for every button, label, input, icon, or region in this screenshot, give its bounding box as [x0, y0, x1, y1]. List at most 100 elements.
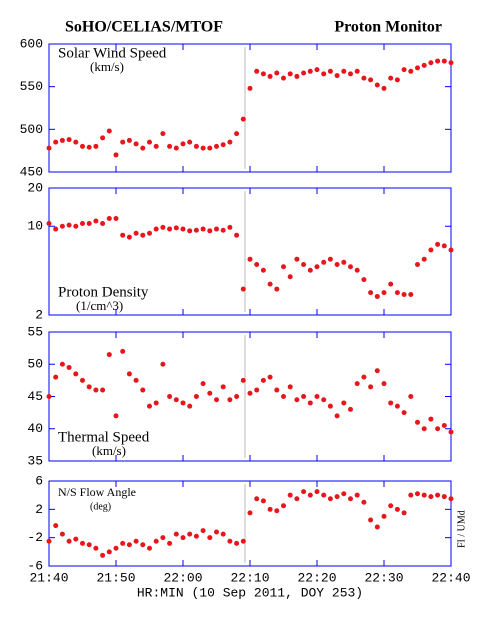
data-point — [421, 492, 427, 498]
x-tick-label: 22:00 — [163, 570, 202, 585]
data-point — [415, 491, 420, 497]
data-point — [314, 394, 320, 399]
data-point — [348, 264, 353, 270]
data-point — [207, 145, 213, 151]
data-point — [220, 384, 226, 390]
data-point — [281, 394, 286, 399]
data-point — [106, 549, 112, 555]
data-point — [66, 222, 72, 228]
data-point — [147, 403, 152, 409]
y-tick-label: 6 — [35, 473, 43, 488]
data-point — [234, 232, 240, 238]
data-point — [214, 226, 219, 232]
data-point — [227, 224, 233, 230]
data-point — [448, 496, 454, 502]
x-tick-label: 22:40 — [431, 570, 470, 585]
data-point — [301, 394, 307, 399]
data-point — [73, 223, 79, 229]
data-point — [267, 73, 273, 79]
panel-label: Proton Density — [58, 284, 149, 300]
data-point — [374, 368, 380, 374]
data-point — [180, 400, 186, 406]
data-point — [147, 545, 152, 551]
data-point — [100, 387, 106, 393]
data-point — [93, 387, 99, 393]
data-point — [80, 221, 85, 227]
data-point — [341, 491, 347, 497]
data-point — [133, 141, 139, 147]
data-point — [80, 143, 85, 149]
data-point — [254, 261, 260, 267]
data-point — [180, 535, 186, 541]
data-point — [46, 538, 52, 544]
data-point — [401, 510, 407, 516]
data-point — [133, 538, 139, 544]
data-point — [86, 542, 92, 548]
data-point — [381, 513, 387, 519]
data-point — [120, 540, 126, 546]
y-tick-label: -2 — [27, 530, 43, 545]
data-point — [113, 216, 119, 222]
data-point — [100, 221, 106, 227]
data-point — [86, 221, 92, 227]
data-point — [53, 139, 59, 145]
data-point — [287, 274, 293, 280]
data-point — [73, 371, 79, 377]
data-point — [73, 536, 79, 542]
data-point — [200, 145, 206, 151]
data-point — [126, 137, 132, 143]
data-point — [93, 143, 99, 149]
y-tick-label: -6 — [27, 558, 43, 573]
data-point — [448, 429, 454, 435]
data-point — [86, 144, 92, 150]
x-tick-label: 22:30 — [364, 570, 403, 585]
data-point — [120, 139, 126, 145]
data-point — [100, 135, 106, 141]
data-point — [254, 68, 260, 74]
data-point — [441, 494, 447, 500]
data-point — [167, 143, 173, 149]
data-point — [167, 394, 173, 399]
data-point — [421, 426, 427, 432]
y-tick-label: 50 — [27, 357, 43, 372]
data-point — [314, 67, 320, 73]
data-point — [348, 496, 353, 502]
data-point — [408, 394, 414, 399]
data-point — [381, 290, 387, 296]
data-point — [428, 247, 434, 253]
data-point — [140, 232, 146, 238]
data-point — [254, 387, 260, 393]
data-point — [214, 529, 219, 535]
data-point — [334, 261, 340, 267]
data-point — [361, 374, 367, 380]
panel-unit: (km/s) — [90, 59, 124, 74]
data-point — [361, 499, 367, 505]
data-point — [394, 506, 400, 512]
data-point — [160, 535, 166, 541]
data-point — [274, 286, 280, 292]
data-point — [354, 381, 360, 387]
data-point — [126, 234, 132, 240]
panel-label: Thermal Speed — [58, 429, 150, 445]
data-point — [180, 141, 186, 147]
subtitle: Proton Monitor — [334, 19, 442, 36]
data-point — [388, 281, 394, 287]
data-point — [294, 397, 300, 403]
data-point — [160, 361, 166, 367]
data-point — [321, 492, 327, 498]
data-point — [106, 128, 112, 134]
data-point — [254, 496, 260, 502]
data-point — [388, 503, 394, 509]
data-point — [147, 230, 152, 236]
data-point — [227, 139, 233, 145]
y-tick-label: 2 — [35, 307, 43, 322]
data-point — [321, 397, 327, 403]
data-point — [86, 384, 92, 390]
y-tick-label: 500 — [20, 122, 43, 137]
y-tick-label: 10 — [27, 219, 43, 234]
data-point — [66, 137, 72, 143]
data-point — [220, 227, 226, 233]
data-point — [307, 68, 313, 74]
data-point — [46, 145, 52, 151]
data-point — [374, 293, 380, 299]
